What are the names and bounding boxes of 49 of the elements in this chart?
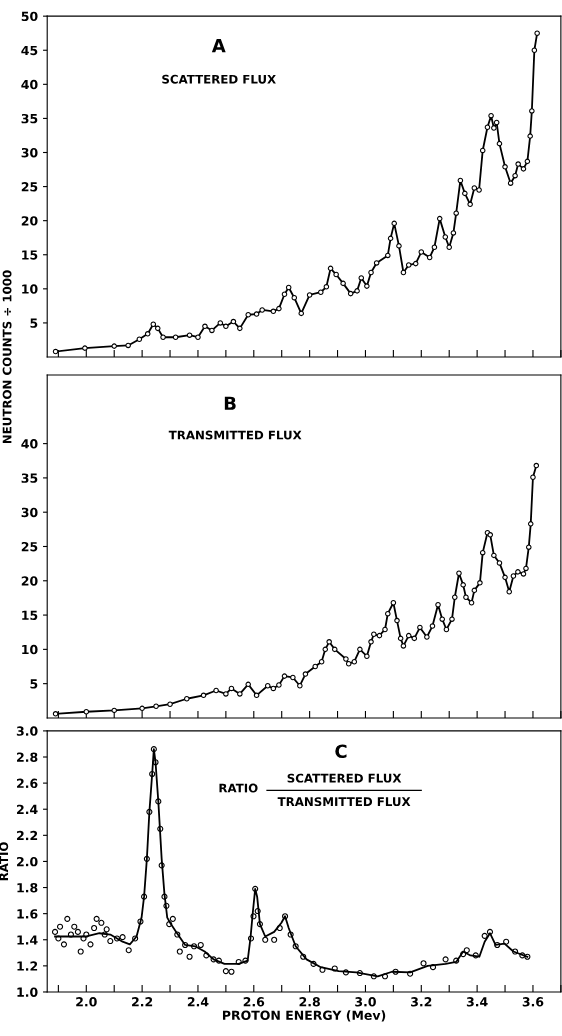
y-tick-label: 25 bbox=[21, 182, 38, 192]
y-tick-label: 35 bbox=[21, 473, 38, 483]
y-tick-label: 3.0 bbox=[16, 726, 38, 736]
x-tick-label: 2.6 bbox=[243, 997, 265, 1007]
x-tick-label: 3.4 bbox=[466, 997, 488, 1007]
y-tick-label: 2.8 bbox=[17, 752, 38, 762]
y-tick-label: 2.6 bbox=[17, 778, 38, 789]
x-axis-title: PROTON ENERGY (Mev) bbox=[222, 1010, 386, 1022]
y-tick-label: 25 bbox=[21, 541, 38, 552]
annotation: TRANSMITTED FLUX bbox=[277, 797, 411, 807]
y-tick-label: 40 bbox=[21, 79, 38, 90]
y-tick-label: 30 bbox=[21, 507, 38, 518]
annotation: RATIO bbox=[219, 783, 258, 793]
x-tick-label: 2.8 bbox=[299, 997, 320, 1007]
y-tick-label: 2.0 bbox=[17, 856, 38, 867]
annotation: TRANSMITTED FLUX bbox=[168, 430, 302, 440]
x-tick-label: 2.4 bbox=[187, 997, 209, 1007]
y-tick-label: 20 bbox=[21, 576, 38, 586]
y-axis-title: RATIO bbox=[0, 842, 9, 881]
x-tick-label: 2.2 bbox=[132, 997, 153, 1007]
y-tick-label: 1.0 bbox=[17, 987, 38, 997]
y-tick-label: 1.6 bbox=[17, 909, 38, 919]
annotation: C bbox=[335, 744, 347, 759]
y-tick-label: 15 bbox=[22, 250, 38, 260]
y-axis-title: NEUTRON COUNTS ÷ 1000 bbox=[2, 270, 12, 444]
x-tick-label: 2.0 bbox=[76, 997, 97, 1007]
y-tick-label: 2.4 bbox=[17, 804, 38, 814]
y-tick-label: 40 bbox=[21, 439, 38, 449]
annotation: SCATTERED FLUX bbox=[287, 773, 402, 783]
y-tick-label: 2.2 bbox=[17, 830, 38, 841]
y-tick-label: 10 bbox=[22, 644, 38, 655]
y-tick-label: 15 bbox=[22, 610, 38, 620]
annotation: B bbox=[224, 396, 236, 410]
y-tick-label: 1.8 bbox=[17, 883, 38, 893]
y-tick-label: 45 bbox=[21, 45, 38, 56]
y-tick-label: 30 bbox=[21, 147, 38, 158]
y-tick-label: 50 bbox=[21, 11, 38, 22]
y-tick-label: 20 bbox=[21, 216, 38, 226]
x-tick-label: 3.0 bbox=[355, 997, 376, 1007]
y-tick-label: 1.4 bbox=[17, 935, 38, 945]
x-tick-label: 3.2 bbox=[411, 997, 432, 1007]
y-tick-label: 5 bbox=[30, 318, 38, 328]
y-tick-label: 1.2 bbox=[17, 961, 38, 971]
y-tick-label: 10 bbox=[22, 284, 38, 294]
annotation: A bbox=[211, 39, 226, 53]
annotation: SCATTERED FLUX bbox=[162, 74, 276, 84]
x-tick-label: 3.6 bbox=[522, 997, 544, 1007]
y-tick-label: 5 bbox=[30, 679, 38, 689]
y-tick-label: 35 bbox=[21, 113, 38, 124]
